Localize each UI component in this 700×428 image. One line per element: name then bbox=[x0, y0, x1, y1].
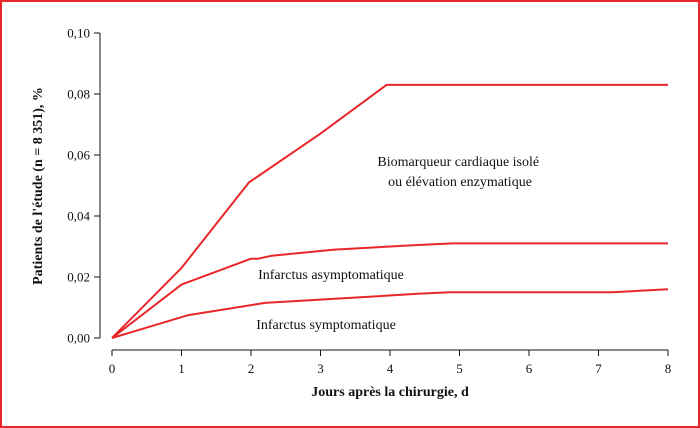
annotation-asymptomatic-line-1: Infarctus asymptomatique bbox=[258, 268, 404, 283]
x-axis-title: Jours après la chirurgie, d bbox=[311, 385, 469, 400]
y-tick-label: 0,06 bbox=[67, 148, 90, 163]
annotation-asymptomatic: Infarctus asymptomatique bbox=[258, 268, 404, 283]
y-axis-ticks: 0,00 0,02 0,04 0,06 0,08 0,10 bbox=[67, 26, 100, 346]
x-tick-label: 6 bbox=[526, 361, 533, 376]
y-tick-label: 0,08 bbox=[67, 87, 90, 102]
series-biomarker-line bbox=[111, 83, 668, 339]
x-tick-label: 0 bbox=[109, 361, 116, 376]
x-tick-label: 2 bbox=[248, 361, 255, 376]
y-tick-label: 0,00 bbox=[67, 331, 90, 346]
series-layer bbox=[111, 83, 669, 339]
x-tick-label: 5 bbox=[456, 361, 463, 376]
x-tick-label: 7 bbox=[595, 361, 602, 376]
x-tick-label: 4 bbox=[387, 361, 394, 376]
x-axis-ticks: 0 1 2 3 4 5 6 7 8 bbox=[109, 350, 672, 376]
x-tick-label: 3 bbox=[317, 361, 324, 376]
annotation-biomarker-line-2: ou élévation enzymatique bbox=[388, 175, 532, 190]
annotation-symptomatic: Infarctus symptomatique bbox=[256, 318, 396, 333]
annotation-biomarker: Biomarqueur cardiaque isolé ou élévation… bbox=[377, 155, 542, 190]
series-symptomatic-line bbox=[111, 288, 669, 339]
y-tick-label: 0,10 bbox=[67, 26, 90, 41]
annotation-biomarker-line-1: Biomarqueur cardiaque isolé bbox=[377, 155, 539, 170]
y-tick-label: 0,02 bbox=[67, 270, 90, 285]
y-tick-label: 0,04 bbox=[67, 209, 90, 224]
y-axis-title: Patients de l'étude (n = 8 351), % bbox=[31, 87, 46, 285]
x-tick-label: 8 bbox=[665, 361, 672, 376]
x-tick-label: 1 bbox=[178, 361, 185, 376]
annotation-symptomatic-line-1: Infarctus symptomatique bbox=[256, 318, 396, 333]
series-asymptomatic-line bbox=[111, 242, 668, 339]
